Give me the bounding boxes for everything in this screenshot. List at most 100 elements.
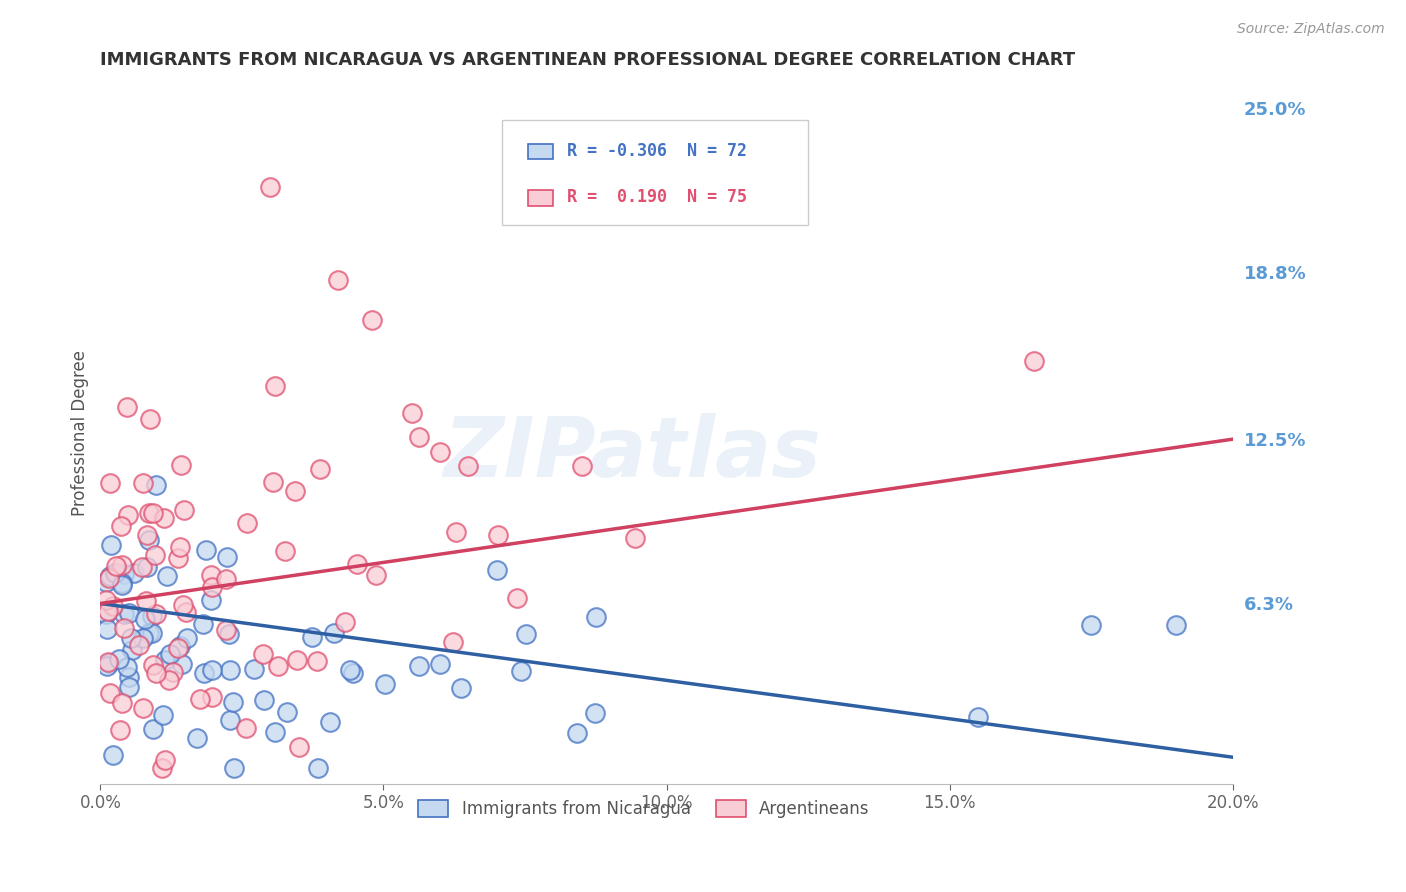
Point [217, 549, 239, 564]
Point [167, 551, 190, 566]
Point [98, 475, 121, 490]
Point [274, 544, 297, 558]
Point [486, 563, 509, 577]
Point [96, 656, 118, 670]
Point [170, 458, 193, 473]
Point [307, 761, 329, 775]
Point [112, 621, 135, 635]
Point [328, 273, 350, 287]
Point [108, 723, 131, 737]
Point [145, 666, 167, 681]
Point [623, 531, 645, 545]
Point [142, 722, 165, 736]
Point [117, 508, 139, 522]
Point [169, 540, 191, 554]
Point [429, 445, 451, 459]
Point [110, 519, 132, 533]
Point [235, 721, 257, 735]
Point [446, 524, 468, 539]
Point [150, 761, 173, 775]
Point [156, 569, 179, 583]
Point [201, 580, 224, 594]
Point [105, 558, 128, 573]
Point [132, 631, 155, 645]
Point [264, 378, 287, 392]
Point [138, 626, 160, 640]
Point [215, 623, 238, 637]
Point [486, 528, 509, 542]
Point [267, 659, 290, 673]
Text: Source: ZipAtlas.com: Source: ZipAtlas.com [1237, 22, 1385, 37]
Point [172, 657, 194, 672]
Point [94, 593, 117, 607]
Point [131, 560, 153, 574]
Point [510, 665, 533, 679]
Point [583, 706, 606, 720]
Point [287, 740, 309, 755]
Point [153, 753, 176, 767]
Point [118, 606, 141, 620]
Point [252, 647, 274, 661]
Point [585, 610, 607, 624]
Point [408, 430, 430, 444]
Point [145, 607, 167, 621]
Point [152, 707, 174, 722]
Point [263, 725, 285, 739]
Point [111, 696, 134, 710]
Point [1080, 617, 1102, 632]
Point [188, 692, 211, 706]
Point [97, 657, 120, 671]
Point [176, 632, 198, 646]
Point [224, 761, 246, 775]
Point [103, 599, 125, 613]
Point [191, 617, 214, 632]
Point [159, 647, 181, 661]
Point [361, 313, 384, 327]
Point [200, 568, 222, 582]
Point [132, 476, 155, 491]
Point [94, 574, 117, 589]
Point [121, 643, 143, 657]
Point [235, 516, 257, 531]
Point [94, 607, 117, 621]
FancyBboxPatch shape [529, 144, 554, 160]
Point [323, 626, 346, 640]
Point [153, 511, 176, 525]
Point [111, 578, 134, 592]
Point [115, 660, 138, 674]
Point [96, 658, 118, 673]
Point [107, 652, 129, 666]
Point [429, 657, 451, 671]
Point [97, 603, 120, 617]
Point [276, 705, 298, 719]
Point [571, 458, 593, 473]
Point [193, 666, 215, 681]
Point [301, 630, 323, 644]
Point [110, 576, 132, 591]
Point [138, 506, 160, 520]
Point [103, 747, 125, 762]
Point [169, 639, 191, 653]
Point [1166, 617, 1188, 632]
Text: IMMIGRANTS FROM NICARAGUA VS ARGENTINEAN PROFESSIONAL DEGREE CORRELATION CHART: IMMIGRANTS FROM NICARAGUA VS ARGENTINEAN… [100, 51, 1076, 69]
Point [157, 673, 180, 688]
Point [142, 657, 165, 672]
Text: R = -0.306  N = 72: R = -0.306 N = 72 [567, 142, 747, 160]
Point [201, 663, 224, 677]
Point [215, 572, 238, 586]
Point [96, 622, 118, 636]
Point [98, 686, 121, 700]
Point [262, 475, 284, 489]
Point [259, 180, 281, 194]
Point [374, 677, 396, 691]
Point [567, 726, 589, 740]
Point [136, 527, 159, 541]
Text: ZIPatlas: ZIPatlas [444, 413, 821, 494]
Point [457, 458, 479, 473]
Point [186, 731, 208, 745]
Point [112, 607, 135, 622]
Point [128, 638, 150, 652]
Point [319, 714, 342, 729]
Legend: Immigrants from Nicaragua, Argentineans: Immigrants from Nicaragua, Argentineans [412, 793, 876, 824]
Point [401, 406, 423, 420]
